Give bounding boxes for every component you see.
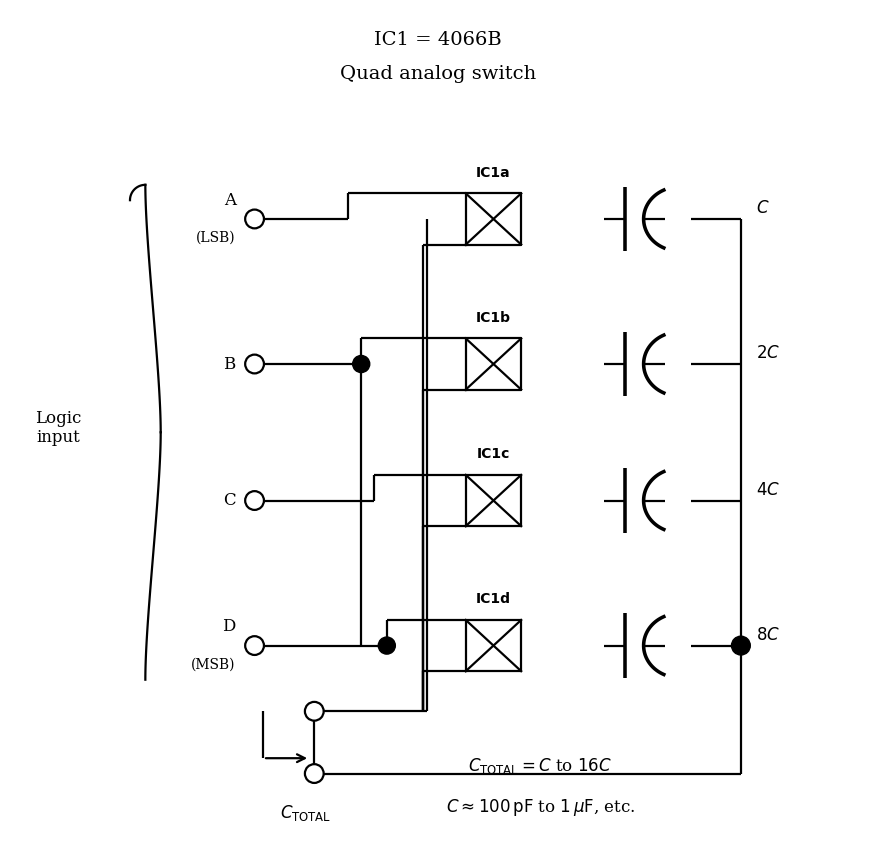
Circle shape bbox=[305, 764, 323, 783]
Circle shape bbox=[731, 636, 750, 655]
Text: IC1a: IC1a bbox=[477, 166, 511, 180]
Text: Quad analog switch: Quad analog switch bbox=[340, 65, 536, 83]
Text: $4C$: $4C$ bbox=[756, 482, 781, 499]
Text: IC1b: IC1b bbox=[476, 311, 511, 324]
Circle shape bbox=[245, 636, 264, 655]
Text: (LSB): (LSB) bbox=[196, 231, 236, 245]
Text: (MSB): (MSB) bbox=[191, 657, 236, 671]
Text: $8C$: $8C$ bbox=[756, 627, 781, 644]
Text: IC1d: IC1d bbox=[476, 592, 511, 606]
Circle shape bbox=[353, 355, 370, 372]
Text: $C$: $C$ bbox=[756, 200, 770, 217]
Circle shape bbox=[245, 354, 264, 373]
Circle shape bbox=[378, 637, 395, 654]
Text: $C_{\rm TOTAL}$: $C_{\rm TOTAL}$ bbox=[280, 804, 331, 823]
Circle shape bbox=[245, 210, 264, 229]
Circle shape bbox=[245, 491, 264, 510]
Text: $C \approx 100\,{\rm pF}$ to $1\,\mu{\rm F}$, etc.: $C \approx 100\,{\rm pF}$ to $1\,\mu{\rm… bbox=[446, 797, 635, 817]
Text: IC1 = 4066B: IC1 = 4066B bbox=[374, 32, 502, 50]
Text: D: D bbox=[223, 618, 236, 635]
Text: C: C bbox=[223, 492, 236, 509]
Text: $2C$: $2C$ bbox=[756, 345, 781, 362]
Circle shape bbox=[305, 702, 323, 721]
Text: B: B bbox=[223, 355, 236, 372]
Text: $C_{\rm TOTAL} = C$ to $16C$: $C_{\rm TOTAL} = C$ to $16C$ bbox=[469, 757, 612, 776]
Text: IC1c: IC1c bbox=[477, 448, 510, 461]
Text: A: A bbox=[223, 192, 236, 209]
Text: Logic
input: Logic input bbox=[35, 410, 81, 446]
